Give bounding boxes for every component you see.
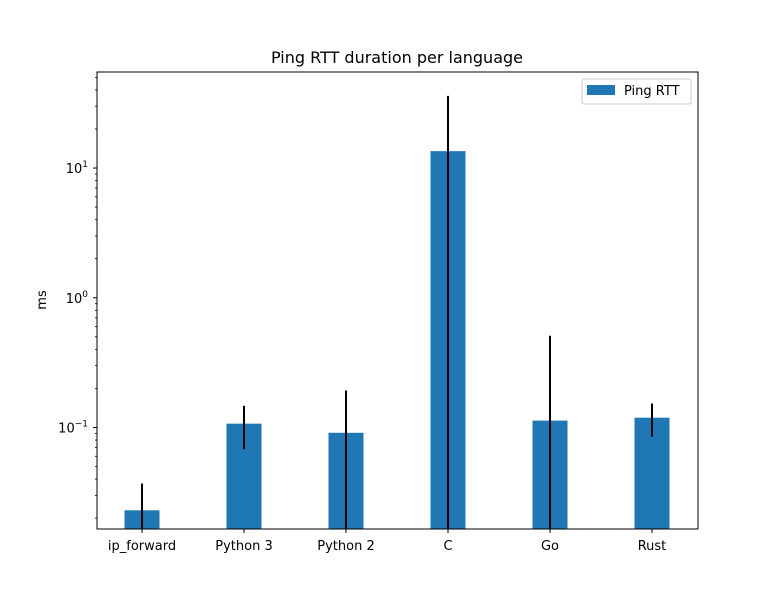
x-tick-label-4: Go <box>541 539 559 554</box>
plot-frame <box>96 71 699 530</box>
x-axis: ip_forward Python 3 Python 2 C Go Rust <box>108 529 666 554</box>
x-tick-label-2: Python 2 <box>317 539 374 554</box>
legend: Ping RTT <box>581 78 692 105</box>
x-tick-label-5: Rust <box>638 539 667 554</box>
bars-group <box>124 151 670 529</box>
legend-swatch <box>587 85 615 95</box>
y-tick-label-1: 100 <box>66 290 89 307</box>
x-tick-label-1: Python 3 <box>215 539 272 554</box>
x-tick-label-3: C <box>443 539 452 554</box>
y-tick-label-0: 10−1 <box>58 419 88 436</box>
error-bars-group <box>141 95 653 529</box>
y-tick-label-2: 101 <box>66 160 88 177</box>
legend-label: Ping RTT <box>624 84 680 99</box>
chart-title: Ping RTT duration per language <box>271 48 523 67</box>
y-axis: 10−1 100 101 <box>58 76 97 519</box>
x-tick-label-0: ip_forward <box>108 539 176 554</box>
y-axis-label: ms <box>35 290 50 310</box>
